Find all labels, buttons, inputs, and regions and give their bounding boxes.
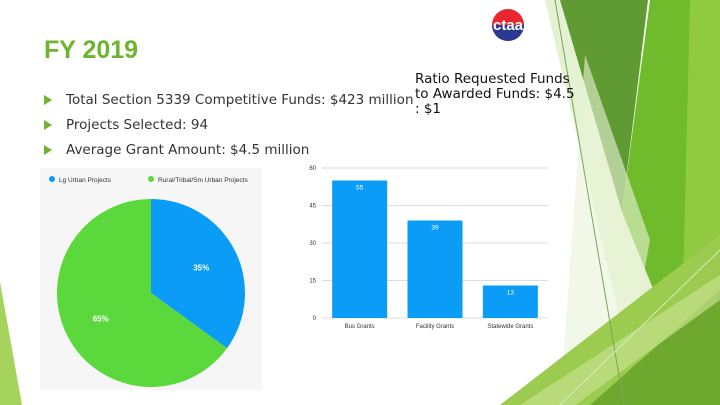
bar bbox=[332, 180, 388, 318]
bar-value-label: 39 bbox=[431, 225, 439, 232]
ratio-note: Ratio Requested Funds to Awarded Funds: … bbox=[415, 71, 575, 117]
ctaa-logo: ctaa bbox=[492, 9, 524, 41]
pie-slice-label: 65% bbox=[93, 315, 109, 324]
y-tick-label: 60 bbox=[309, 166, 316, 172]
bullet-list: Total Section 5339 Competitive Funds: $4… bbox=[44, 92, 414, 167]
bullet-item: Projects Selected: 94 bbox=[44, 117, 414, 142]
slide-title: FY 2019 bbox=[44, 36, 139, 64]
bullet-item: Average Grant Amount: $4.5 million bbox=[44, 142, 414, 167]
bullet-text: Projects Selected: 94 bbox=[66, 117, 209, 133]
x-tick-label: Facility Grants bbox=[416, 324, 454, 330]
y-tick-label: 15 bbox=[309, 279, 316, 285]
bullet-item: Total Section 5339 Competitive Funds: $4… bbox=[44, 92, 414, 117]
bar bbox=[482, 285, 538, 318]
bar bbox=[407, 220, 463, 318]
y-tick-label: 45 bbox=[309, 204, 316, 210]
y-tick-label: 0 bbox=[313, 316, 317, 322]
pie-slice bbox=[151, 199, 245, 349]
bar-value-label: 13 bbox=[507, 290, 515, 297]
bullet-text: Total Section 5339 Competitive Funds: $4… bbox=[66, 92, 414, 108]
pie-chart: Lg Urban Projects Rural/Tribal/Sm Urban … bbox=[49, 176, 248, 387]
pie-chart-panel: Lg Urban Projects Rural/Tribal/Sm Urban … bbox=[40, 168, 262, 390]
logo-text: ctaa bbox=[493, 17, 524, 34]
legend-label: Rural/Tribal/Sm Urban Projects bbox=[158, 177, 248, 184]
bullet-text: Average Grant Amount: $4.5 million bbox=[66, 142, 310, 158]
pie-slice-label: 35% bbox=[193, 263, 209, 272]
bar-chart: 0 15 30 45 60 55 Bus Grants 39 Facility Grants 13… bbox=[309, 166, 548, 330]
bar-chart-panel: 0 15 30 45 60 55 Bus Grants 39 Facility Grants 13… bbox=[290, 158, 560, 338]
legend-swatch-rural bbox=[148, 176, 154, 182]
legend-swatch-lg-urban bbox=[49, 176, 55, 182]
bullet-arrow-icon bbox=[44, 95, 52, 105]
bullet-arrow-icon bbox=[44, 120, 52, 130]
y-tick-label: 30 bbox=[309, 241, 316, 247]
x-tick-label: Bus Grants bbox=[345, 324, 375, 330]
pie-slice bbox=[56, 199, 228, 387]
x-tick-label: Statewide Grants bbox=[487, 324, 533, 330]
bullet-arrow-icon bbox=[44, 145, 52, 155]
bar-value-label: 55 bbox=[356, 185, 364, 192]
legend-label: Lg Urban Projects bbox=[59, 177, 112, 184]
